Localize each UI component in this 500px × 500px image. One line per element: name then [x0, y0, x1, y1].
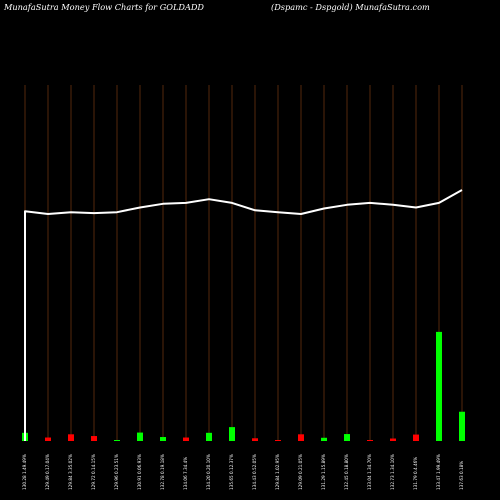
- x-tick-label: 129.96 0.23.51%: [114, 454, 119, 490]
- x-tick-label: 129.49 0.17.04%: [45, 454, 50, 490]
- money-flow-bar: [390, 438, 396, 441]
- x-tick-label: 129.84 3.35.02%: [68, 454, 73, 490]
- x-tick-label: 135.65 0.12.37%: [229, 454, 234, 490]
- x-tick-label: 133.47 1.99.49%: [436, 454, 441, 490]
- x-tick-label: 134.20 0.20.10%: [206, 454, 211, 490]
- x-tick-label: 132.73 1.34.10%: [390, 454, 395, 490]
- money-flow-bar: [45, 437, 51, 441]
- x-tick-label: 137.63 0.18%: [459, 461, 464, 490]
- x-tick-label: 129.84 1.02.95%: [275, 454, 280, 490]
- x-tick-label: 132.78 0.19.18%: [160, 454, 165, 490]
- money-flow-bar: [344, 434, 350, 441]
- chart-title: MunafaSutra Money Flow Charts for GOLDAD…: [4, 2, 204, 12]
- x-tick-label: 134.43 0.52.05%: [252, 454, 257, 490]
- money-flow-bar: [229, 427, 235, 441]
- money-flow-bar: [459, 411, 465, 441]
- money-flow-bar: [91, 436, 97, 441]
- x-tick-label: 131.79 0.4.46%: [413, 457, 418, 490]
- money-flow-bar: [206, 432, 212, 441]
- x-tick-label: 134.06 7.34.4%: [183, 457, 188, 490]
- x-tick-label: 130.91 0.06.93%: [137, 454, 142, 490]
- money-flow-bar: [183, 437, 189, 441]
- chart-subtitle: (Dspamc - Dspgold) MunafaSutra.com: [271, 2, 430, 12]
- money-flow-bar: [298, 434, 304, 441]
- x-tick-label: 133.04 1.34.70%: [367, 454, 372, 490]
- money-flow-bar: [114, 440, 120, 441]
- price-line: [24, 189, 463, 441]
- money-flow-bar: [160, 437, 166, 441]
- money-flow-bar: [252, 438, 258, 441]
- x-tick-label: 131.29 1.15.89%: [321, 454, 326, 490]
- x-tick-label: 129.72 0.14.15%: [91, 454, 96, 490]
- x-tick-label: 129.09 0.21.05%: [298, 454, 303, 490]
- money-flow-bar: [413, 434, 419, 441]
- x-tick-label: 130.28 1.49.49%: [22, 454, 27, 490]
- money-flow-bar: [436, 331, 442, 441]
- money-flow-bar: [367, 440, 373, 441]
- money-flow-bar: [275, 440, 281, 441]
- money-flow-bar: [137, 432, 143, 441]
- money-flow-bar: [68, 434, 74, 441]
- money-flow-bar: [321, 437, 327, 441]
- x-tick-label: 132.45 0.18.80%: [344, 454, 349, 490]
